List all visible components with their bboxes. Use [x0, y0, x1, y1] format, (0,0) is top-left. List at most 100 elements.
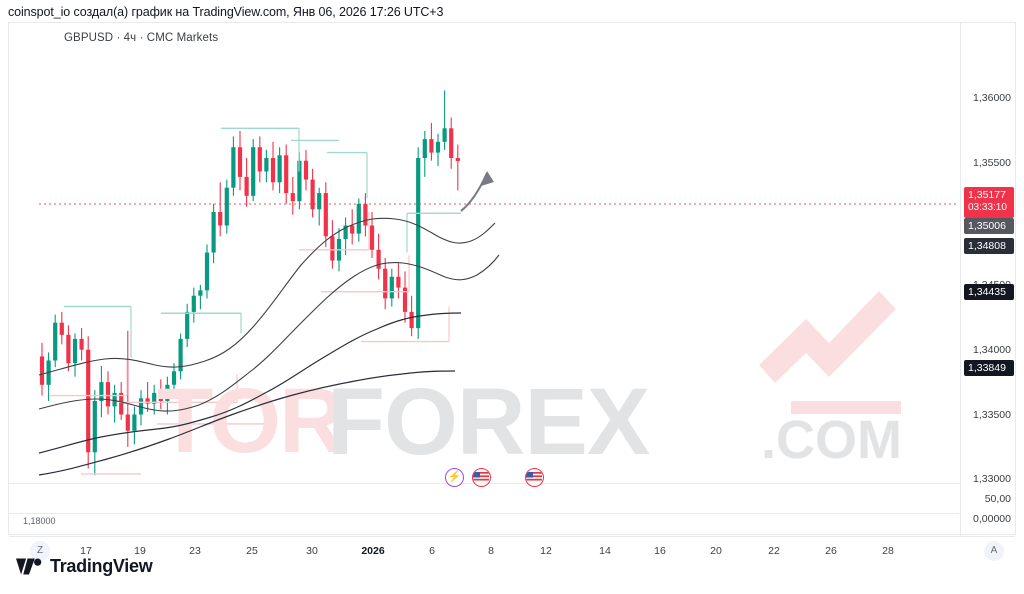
time-tick: 8 — [488, 545, 494, 557]
candle — [231, 136, 236, 196]
candle — [270, 141, 276, 191]
candle — [218, 182, 223, 237]
candle — [449, 117, 454, 169]
event-badge-usa-2[interactable] — [525, 468, 544, 487]
candle — [310, 168, 315, 218]
candle — [455, 144, 460, 191]
candle — [429, 122, 434, 161]
candle — [383, 257, 388, 310]
candle — [290, 176, 295, 215]
candle — [356, 198, 361, 242]
candle — [303, 149, 309, 191]
candle — [158, 379, 163, 410]
price-tick: 1,36000 — [973, 92, 1011, 104]
time-tick: 23 — [189, 545, 201, 557]
price-tick: 0,00000 — [973, 513, 1011, 525]
candle — [369, 212, 375, 258]
candle — [39, 342, 45, 396]
ma-badge-2[interactable]: 1,34808 — [964, 238, 1014, 254]
candle — [178, 333, 183, 380]
candle — [257, 136, 262, 183]
chart-legend: GBPUSD · 4ч · CMC Markets — [64, 32, 219, 44]
candle — [422, 131, 427, 177]
candle — [198, 284, 203, 310]
price-tick: 50,00 — [984, 493, 1011, 505]
candle — [138, 390, 144, 426]
candle — [251, 139, 256, 202]
usa-flag-icon — [473, 472, 489, 482]
auto-scale-button[interactable]: A — [984, 541, 1004, 561]
last-price-value: 1,35177 — [968, 189, 1006, 201]
candle — [317, 187, 322, 226]
time-tick: 16 — [654, 545, 666, 557]
moving-average-lines — [38, 217, 500, 476]
price-axis[interactable]: 1,360001,355001,345001,340001,335001,330… — [960, 23, 1016, 536]
candle — [112, 384, 117, 423]
candle — [363, 193, 368, 237]
candle — [185, 303, 190, 347]
event-badge-economic[interactable]: ⚡ — [445, 468, 464, 487]
bar-countdown: 03:33:10 — [968, 202, 1007, 214]
time-tick: 19 — [134, 545, 146, 557]
candle — [211, 203, 216, 264]
price-tick: 1,33000 — [973, 473, 1011, 485]
candle — [396, 263, 401, 299]
price-tick: 1,35500 — [973, 157, 1011, 169]
tradingview-logo-icon — [16, 558, 42, 575]
ma-badge-3[interactable]: 1,34435 — [964, 284, 1014, 300]
candle — [86, 336, 91, 469]
candle — [409, 295, 414, 337]
time-tick: 12 — [540, 545, 552, 557]
candle — [264, 149, 269, 183]
candle — [132, 406, 137, 445]
time-tick: 28 — [882, 545, 894, 557]
candle — [376, 233, 381, 280]
attribution-text: coinspot_io создал(а) график на TradingV… — [8, 5, 444, 19]
footer-branding: TradingView — [16, 556, 153, 577]
price-tick: 1,34000 — [973, 344, 1011, 356]
indicator-pane-secondary[interactable]: 1,18000 — [9, 513, 959, 536]
ma-badge-4[interactable]: 1,33849 — [964, 360, 1014, 376]
candle — [105, 371, 111, 415]
candle — [53, 314, 58, 368]
chart-overlays — [38, 171, 959, 476]
time-tick: 26 — [825, 545, 837, 557]
candle — [224, 179, 229, 234]
candle — [323, 182, 328, 248]
candle — [79, 328, 84, 361]
candle — [237, 131, 243, 191]
candle — [171, 363, 177, 396]
candle — [191, 287, 196, 323]
ma-badge-1[interactable]: 1,35006 — [964, 218, 1014, 234]
event-badge-usa-1[interactable] — [472, 468, 491, 487]
candle — [284, 144, 289, 204]
timezone-button[interactable]: Z — [30, 541, 50, 561]
time-tick: 30 — [306, 545, 318, 557]
chart-container[interactable]: TOR FOREX .COM 1,18000 1,36000 1,35500 1,3… — [8, 22, 1016, 561]
candle — [389, 268, 394, 307]
time-tick: 22 — [768, 545, 780, 557]
candle — [330, 220, 335, 269]
candle — [435, 133, 441, 167]
time-tick: 6 — [429, 545, 435, 557]
candle — [72, 333, 78, 377]
time-tick: 14 — [599, 545, 611, 557]
price-pane[interactable]: TOR FOREX .COM — [9, 23, 959, 482]
price-tick: 1,33500 — [973, 409, 1011, 421]
last-price-badge[interactable]: 1,35177 03:33:10 — [964, 187, 1014, 218]
candle — [277, 147, 282, 194]
candle — [244, 158, 249, 207]
candle — [416, 147, 421, 339]
candle — [119, 382, 124, 420]
time-tick: 25 — [246, 545, 258, 557]
candle — [402, 271, 408, 323]
candle — [343, 217, 348, 256]
time-tick: 20 — [710, 545, 722, 557]
candle — [442, 90, 447, 150]
candle — [165, 376, 170, 415]
candle — [204, 244, 210, 299]
time-axis[interactable]: 17 19 23 25 30 2026 6 8 12 14 16 20 22 26 28 Z A — [9, 536, 1015, 566]
usa-flag-icon — [526, 472, 542, 482]
indicator-pane-rsi[interactable] — [9, 483, 959, 514]
tradingview-wordmark: TradingView — [50, 556, 153, 576]
